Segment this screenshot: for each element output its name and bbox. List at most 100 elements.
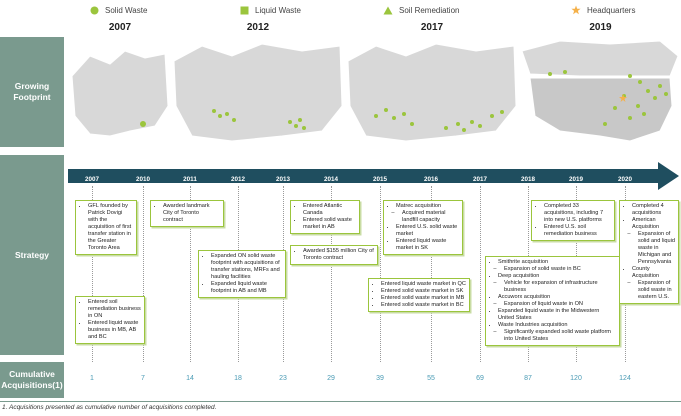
event-item: Completed 4 acquisitions [632,203,675,217]
timeline-year: 2011 [183,176,197,183]
timeline-year: 2017 [472,176,488,183]
event-item: Entered solid waste market in MB [381,295,466,302]
event-item: Deep acquisition [498,273,616,280]
event-item: Entered Atlantic Canada [303,203,356,217]
event-sub-item: Acquired material landfill capacity [396,210,459,224]
timeline-year: 2020 [617,176,633,183]
timeline-year: 2010 [135,176,151,183]
cumulative-count: 14 [186,375,194,382]
year-guide-line [431,186,432,362]
timeline-year: 2014 [323,176,339,183]
sidebar-cumulative-label: Cumulative Acquisitions(1) [1,369,63,390]
event-item: Accuworx acquisition [498,294,616,301]
liquid-waste-square-icon [240,6,249,14]
event-item: Expanded ON solid waste footprint with a… [211,253,282,281]
cumulative-count: 69 [476,375,484,382]
timeline-year: 2016 [423,176,439,183]
year-guide-line [190,186,191,362]
footprint-map-2012: 2012 [172,20,344,146]
year-guide-line [331,186,332,362]
timeline-year: 2007 [84,176,100,183]
event-box-2007: GFL founded by Patrick Dovigi with the a… [75,200,137,255]
timeline-arrow [68,162,679,190]
footprint-map-2017: 2017 [346,20,518,146]
event-box-2016-a: Matrec acquisition Acquired material lan… [383,200,463,255]
event-item: American Acquisition [632,217,675,231]
year-guide-line [143,186,144,362]
sidebar-growing-label: Growing Footprint [13,81,51,102]
legend-hq-label: Headquarters [587,5,636,15]
sidebar-strategy-label: Strategy [14,249,49,260]
footprint-map-2007: 2007 [70,20,170,146]
event-item: GFL founded by Patrick Dovigi with the a… [88,203,133,252]
event-item: County Acquisition [632,266,675,280]
soil-remediation-triangle-icon [383,6,393,14]
map-year-2017: 2017 [420,22,444,33]
event-item: Entered soil remediation business in ON [88,299,141,320]
event-item: Entered solid waste market in SK [381,288,466,295]
event-item: Expanded liquid waste in the Midwestern … [498,308,616,322]
event-box-2014-b: Awarded $155 million City of Toronto con… [290,245,378,265]
event-box-2012: Expanded ON solid waste footprint with a… [198,250,286,298]
cumulative-count: 124 [619,375,631,382]
event-item: Expanded liquid waste footprint in AB an… [211,281,282,295]
event-sub-item: Expansion of solid waste in BC [498,266,616,273]
event-sub-item: Vehicle for expansion of infrastructure … [498,280,616,294]
timeline-year: 2013 [275,176,291,183]
event-sub-item: Significantly expanded solid waste platf… [498,329,616,343]
cumulative-count: 18 [234,375,242,382]
map-year-2012: 2012 [246,22,270,33]
event-box-2016-b: Entered liquid waste market in QC Entere… [368,278,470,312]
footprint-map-2019: 2019 [520,20,681,146]
event-box-2019: Completed 33 acquisitions, including 7 i… [531,200,615,241]
event-box-2010: Entered soil remediation business in ON … [75,296,145,344]
cumulative-count: 29 [327,375,335,382]
sidebar-cumulative: Cumulative Acquisitions(1) [0,362,64,398]
year-guide-line [480,186,481,362]
year-guide-line [380,186,381,362]
legend-solid-label: Solid Waste [105,5,148,15]
legend-soil-remediation: Soil Remediation [383,3,459,17]
map-year-2007: 2007 [108,22,132,33]
north-america-map-2019 [521,40,679,142]
event-item: Entered U.S. solid waste market [396,224,459,238]
event-box-2020: Completed 4 acquisitions American Acquis… [619,200,679,304]
cumulative-count: 55 [427,375,435,382]
event-item: Awarded landmark City of Toronto contrac… [163,203,220,224]
timeline-year: 2012 [230,176,246,183]
legend-solid-waste: Solid Waste [90,3,147,17]
legend-soil-label: Soil Remediation [399,5,460,15]
cumulative-count: 1 [90,375,94,382]
event-item: Completed 33 acquisitions, including 7 i… [544,203,611,224]
event-item: Awarded $155 million City of Toronto con… [303,248,374,262]
cumulative-count: 87 [524,375,532,382]
cumulative-count: 39 [376,375,384,382]
event-sub-item: Expansion of solid waste in eastern U.S. [632,280,675,301]
canada-map-2007 [71,50,169,137]
footnote-divider [0,401,681,402]
canada-map-2012 [173,43,343,142]
event-box-2011: Awarded landmark City of Toronto contrac… [150,200,224,227]
event-box-2018: Smithrite acquisition Expansion of solid… [485,256,620,346]
event-item: Entered solid waste market in AB [303,217,356,231]
event-item: Entered U.S. soil remediation business [544,224,611,238]
timeline-year: 2019 [568,176,584,183]
legend-headquarters: Headquarters [571,3,635,17]
map-year-2019: 2019 [589,22,612,33]
year-guide-line [92,186,93,362]
event-item: Waste Industries acquisition [498,322,616,329]
cumulative-count: 120 [570,375,582,382]
cumulative-count: 23 [279,375,287,382]
cumulative-count: 7 [141,375,145,382]
event-item: Matrec acquisition [396,203,459,210]
event-box-2014-a: Entered Atlantic Canada Entered solid wa… [290,200,360,234]
footnote: 1. Acquisitions presented as cumulative … [2,404,217,411]
timeline-year: 2015 [372,176,388,183]
headquarters-star-icon [571,5,581,15]
timeline-year: 2018 [520,176,536,183]
event-item: Entered liquid waste market in SK [396,238,459,252]
canada-map-2017 [347,43,517,142]
legend-liquid-label: Liquid Waste [255,5,301,15]
event-item: Entered liquid waste market in QC [381,281,466,288]
event-sub-item: Expansion of liquid waste in ON [498,301,616,308]
